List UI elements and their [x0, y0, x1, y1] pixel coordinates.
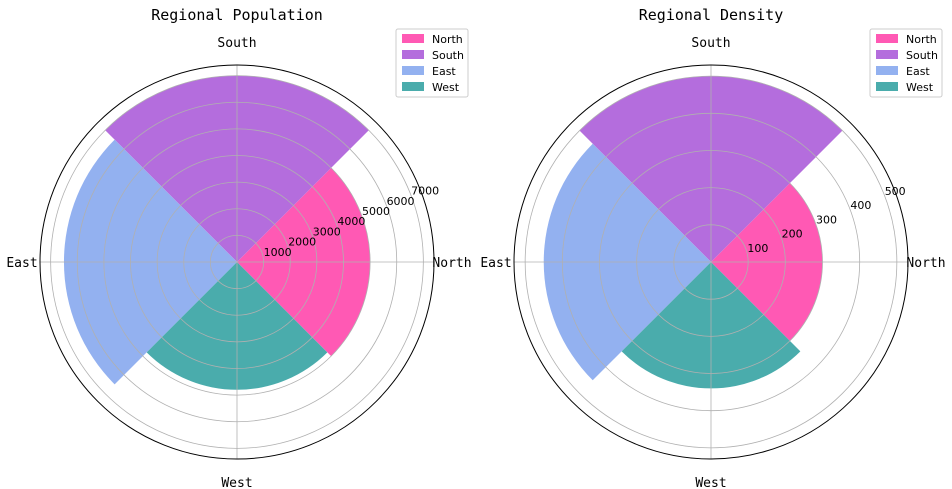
rtick-label-4000: 4000	[337, 215, 365, 228]
legend-label-south: South	[432, 49, 464, 62]
legend-swatch-east	[876, 66, 898, 75]
rtick-label-1000: 1000	[264, 246, 292, 259]
legend-label-east: East	[906, 65, 930, 78]
legend-swatch-north	[876, 34, 898, 43]
legend-label-north: North	[906, 33, 937, 46]
chart-2-legend: North South East West	[869, 28, 943, 98]
rtick-label-2000: 2000	[288, 236, 316, 249]
theta-label-west: West	[221, 476, 252, 489]
legend-label-east: East	[432, 65, 456, 78]
chart-2-legend-frame	[869, 28, 943, 98]
legend-swatch-west	[876, 82, 898, 91]
chart-2-title: Regional Density	[639, 6, 784, 24]
chart-2-grid	[514, 65, 908, 459]
theta-label-east: East	[480, 256, 511, 271]
theta-label-east: East	[6, 256, 37, 271]
legend-label-south: South	[906, 49, 938, 62]
legend-label-west: West	[432, 81, 460, 94]
rtick-label-300: 300	[816, 213, 837, 226]
legend-label-north: North	[432, 33, 463, 46]
rtick-label-400: 400	[850, 199, 871, 212]
theta-label-north: North	[906, 256, 945, 271]
theta-label-west: West	[695, 476, 726, 489]
rtick-label-100: 100	[747, 242, 768, 255]
legend-label-west: West	[906, 81, 934, 94]
rtick-label-500: 500	[885, 185, 906, 198]
chart-2-theta-labels: North South East West	[480, 36, 945, 489]
chart-1-title: Regional Population	[151, 6, 323, 24]
chart-2-outer-circle	[513, 64, 909, 460]
rtick-label-5000: 5000	[362, 205, 390, 218]
chart-1-outer-circle	[39, 64, 435, 460]
theta-label-north: North	[432, 256, 471, 271]
chart-1-legend: North South East West	[395, 28, 469, 98]
rtick-label-7000: 7000	[411, 185, 439, 198]
rtick-label-3000: 3000	[313, 225, 341, 238]
legend-swatch-south	[876, 50, 898, 59]
legend-swatch-south	[402, 50, 424, 59]
chart-1-grid	[40, 65, 434, 459]
legend-swatch-east	[402, 66, 424, 75]
chart-1: Regional Population 10002000300040005000…	[6, 6, 471, 489]
rtick-label-200: 200	[782, 228, 803, 241]
legend-swatch-west	[402, 82, 424, 91]
chart-1-theta-labels: North South East West	[6, 36, 471, 489]
theta-label-south: South	[217, 36, 256, 51]
legend-swatch-north	[402, 34, 424, 43]
chart-1-legend-frame	[395, 28, 469, 98]
chart-2-rtick-labels: 100 200 300 400 500	[747, 185, 905, 255]
chart-2: Regional Density 100 200 300 400 500 North So…	[480, 6, 945, 489]
theta-label-south: South	[691, 36, 730, 51]
rtick-label-6000: 6000	[387, 195, 415, 208]
